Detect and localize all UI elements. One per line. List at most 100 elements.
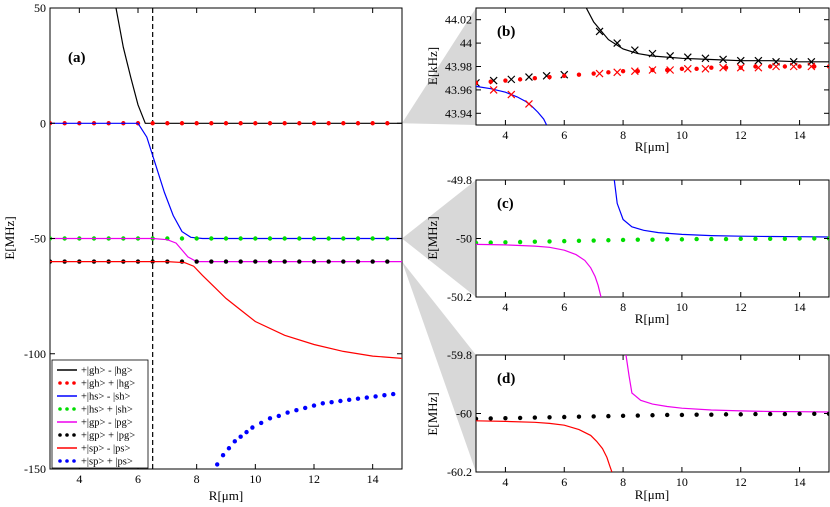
series-a-7-point — [250, 425, 255, 430]
legend-item: +|gh> + |hg> — [58, 379, 135, 390]
series-c-1-point — [576, 238, 582, 244]
series-a-3-point — [297, 236, 302, 241]
x-tick-label: 14 — [794, 128, 806, 142]
series-b-2-point — [532, 76, 538, 81]
series-a-3-point — [370, 236, 375, 241]
panel-b-plot-area — [476, 8, 829, 125]
y-tick-label: -150 — [24, 462, 46, 476]
series-c-1-point — [723, 236, 729, 242]
series-a-1-point — [238, 121, 243, 126]
legend-label: +|gp> + |pg> — [81, 431, 135, 442]
series-a-5-point — [311, 259, 317, 264]
series-b-1-cross-marker — [754, 56, 763, 65]
series-c-1-point — [782, 236, 788, 241]
x-tick-label: 8 — [194, 472, 200, 486]
series-b-2-point — [694, 66, 699, 72]
legend-swatch-dot — [72, 407, 76, 411]
series-b-2-point — [620, 68, 626, 74]
series-d-1-point — [679, 412, 685, 418]
series-c-1-point — [767, 236, 773, 241]
series-d-1-point — [576, 414, 582, 419]
legend-item: +|sp> + |ps> — [58, 457, 133, 468]
x-tick-label: 6 — [561, 300, 567, 314]
series-a-5-point — [297, 259, 302, 264]
series-a-3-point — [326, 236, 331, 241]
zoom-wedge-c — [402, 180, 476, 297]
series-d-1-point — [517, 415, 523, 421]
series-a-3-point — [179, 236, 185, 241]
legend-label: +|gp> - |pg> — [81, 418, 133, 429]
zoom-wedge-d — [402, 261, 476, 472]
series-a-7-point — [232, 439, 237, 444]
x-tick-label: 10 — [676, 128, 688, 142]
legend-swatch-dot — [72, 381, 76, 385]
series-b-2-point — [517, 77, 523, 82]
series-b-2-point — [679, 66, 685, 72]
series-d-0-line — [625, 355, 829, 413]
series-b-1-cross-marker — [595, 27, 604, 36]
series-a-7-point — [355, 396, 361, 401]
series-a-7-point — [311, 403, 317, 408]
series-c-1-point — [606, 238, 611, 243]
panel-d-ylabel: E[MHz] — [425, 392, 440, 435]
series-d-1-point — [753, 411, 758, 417]
series-b-4-cross-marker — [648, 66, 657, 74]
series-a-7-point — [364, 395, 369, 400]
y-tick-label: 43.96 — [445, 83, 472, 97]
y-tick-label: -60 — [456, 407, 472, 421]
series-d-1-point — [782, 411, 788, 417]
legend-box — [51, 359, 149, 469]
x-tick-label: 6 — [135, 472, 141, 486]
x-tick-label: 14 — [367, 472, 379, 486]
x-tick-label: 12 — [735, 300, 747, 314]
legend-swatch-dot — [65, 459, 69, 463]
series-d-2-line — [476, 420, 613, 472]
series-b-2-point — [782, 64, 788, 69]
series-a-1-point — [326, 121, 331, 126]
series-a-1-point — [370, 121, 375, 126]
series-b-1-cross-marker — [719, 55, 728, 64]
x-tick-label: 4 — [502, 300, 508, 314]
series-b-4-cross-marker — [754, 63, 763, 72]
y-tick-label: -49.8 — [447, 173, 472, 187]
series-a-5-point — [209, 259, 214, 264]
series-a-5-point — [223, 259, 229, 264]
series-d-1-point — [738, 412, 743, 417]
y-tick-label: -50 — [456, 232, 472, 246]
series-a-5-point — [355, 259, 361, 264]
series-b-2-point — [767, 64, 773, 69]
series-a-5-point — [238, 259, 243, 264]
series-c-1-point — [547, 239, 552, 244]
series-a-5-point — [341, 259, 346, 264]
series-b-1-cross-marker — [525, 73, 533, 81]
series-d-1-point — [812, 411, 817, 416]
series-b-2-point — [576, 72, 582, 77]
series-b-1-cross-marker — [648, 49, 657, 58]
series-d-1-point — [591, 414, 596, 419]
series-c-1-point — [620, 237, 626, 243]
panel-b-xlabel: R[μm] — [635, 139, 669, 154]
series-a-3-point — [209, 236, 214, 241]
series-a-3-point — [282, 236, 287, 241]
series-d-1-point — [488, 416, 493, 421]
series-d-1-point — [694, 412, 699, 417]
series-c-1-point — [635, 237, 640, 242]
series-b-2-point — [476, 80, 479, 86]
series-a-1-point — [253, 121, 258, 126]
series-a-7-point — [329, 399, 334, 405]
panel-c-label: (c) — [497, 196, 514, 212]
panel-c: 4 6 8 10 12 14 -49.8 -50 -50.2 (c) R[μm] E[MHz] — [425, 173, 830, 326]
series-a-3-point — [267, 236, 273, 241]
legend-item: +|sp> - |ps> — [57, 444, 130, 455]
series-b-1-cross-marker — [666, 52, 675, 60]
x-tick-label: 8 — [620, 300, 626, 314]
series-a-7-point — [338, 398, 343, 404]
panel-a-xlabel: R[μm] — [209, 488, 243, 503]
series-c-1-point — [679, 237, 685, 242]
series-a-6-line — [50, 261, 402, 359]
series-a-7-point — [303, 405, 308, 411]
series-b-4-cross-marker — [613, 68, 622, 77]
legend: +|gh> - |hg> +|gh> + |hg> +|hs> - |sh> +|hs… — [51, 359, 149, 469]
legend-label: +|hs> - |sh> — [81, 392, 130, 403]
legend-label: +|gh> - |hg> — [81, 366, 133, 377]
